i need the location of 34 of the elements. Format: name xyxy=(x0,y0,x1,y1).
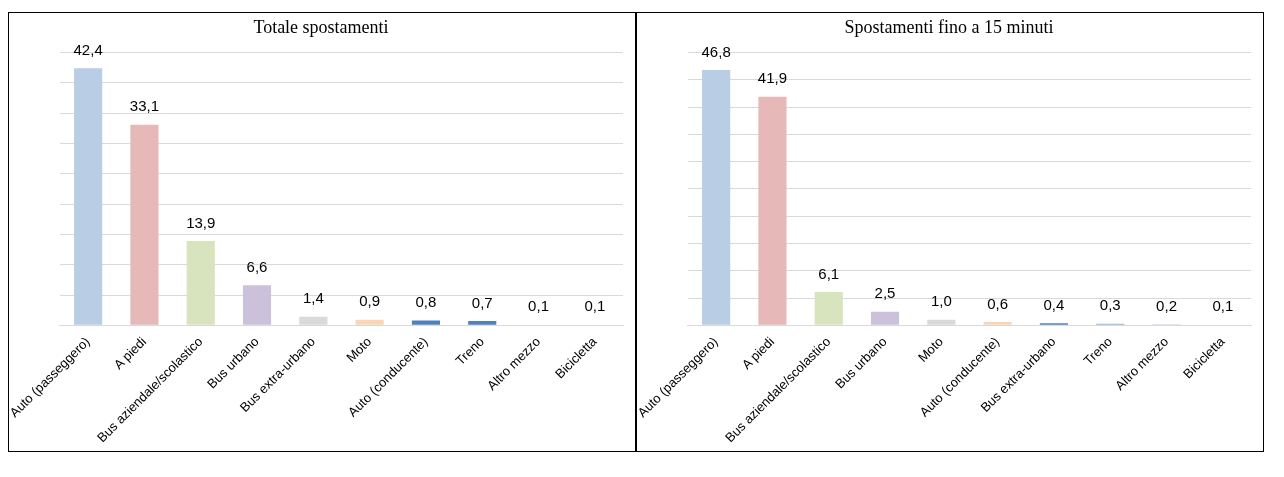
chart-title: Spostamenti fino a 15 minuti xyxy=(844,16,1054,37)
data-label: 0,4 xyxy=(1043,295,1065,313)
bar xyxy=(74,68,103,325)
data-label: 1,0 xyxy=(930,292,952,310)
bar xyxy=(870,311,900,325)
data-label: 0,1 xyxy=(528,297,549,315)
chart-title: Totale spostamenti xyxy=(253,16,389,37)
data-label: 46,8 xyxy=(701,42,731,60)
data-label: 0,8 xyxy=(415,293,437,311)
bar xyxy=(702,70,731,325)
data-label: 1,4 xyxy=(302,289,324,307)
data-label: 13,9 xyxy=(186,213,216,231)
data-label: 0,3 xyxy=(1099,296,1121,314)
bar xyxy=(186,241,215,325)
bar xyxy=(758,96,787,325)
data-label: 0,2 xyxy=(1156,296,1177,314)
data-label: 0,1 xyxy=(1212,297,1234,315)
data-label: 42,4 xyxy=(73,41,103,58)
bar xyxy=(814,292,843,325)
data-label: 0,1 xyxy=(584,297,606,315)
bar xyxy=(468,321,497,325)
bar xyxy=(242,285,272,325)
bar xyxy=(130,124,159,325)
data-label: 6,1 xyxy=(818,264,840,282)
bar xyxy=(355,319,384,325)
bar xyxy=(983,322,1012,325)
data-label: 0,9 xyxy=(359,292,381,310)
data-label: 0,7 xyxy=(471,293,493,311)
data-label: 0,6 xyxy=(987,294,1009,312)
data-label: 41,9 xyxy=(757,69,788,87)
data-label: 33,1 xyxy=(129,97,160,115)
bar xyxy=(411,320,441,325)
data-label: 2,5 xyxy=(874,284,896,302)
data-label: 6,6 xyxy=(246,257,268,275)
